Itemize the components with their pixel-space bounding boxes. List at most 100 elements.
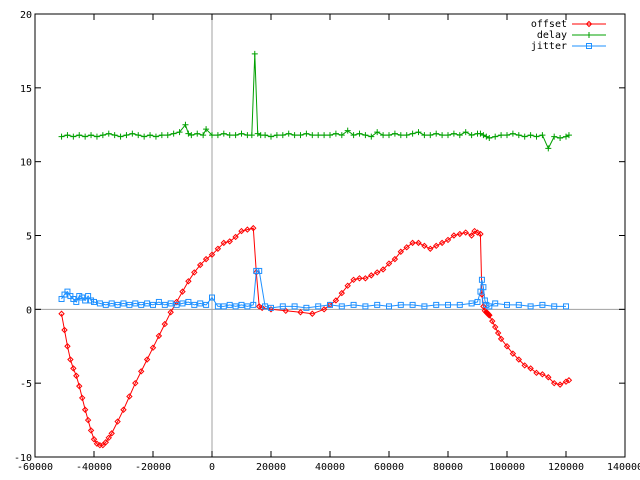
offset-point (338, 289, 346, 297)
offset-point (415, 239, 422, 247)
legend-label-delay: delay (537, 30, 567, 41)
delay-point (515, 132, 522, 139)
delay-point (344, 127, 351, 134)
series-line-offset (61, 227, 570, 446)
offset-point (486, 312, 493, 319)
jitter-point (150, 301, 156, 308)
axes: -60000 -40000 -20000 0 20000 40000 60000 80000 1… (14, 10, 640, 473)
delay-point (477, 130, 484, 137)
offset-point (185, 278, 192, 285)
offset-point (99, 441, 107, 449)
delay-point (427, 132, 434, 139)
offset-point (155, 332, 163, 340)
jitter-point (397, 301, 404, 308)
x-tick-label: 40000 (315, 462, 345, 473)
delay-point (220, 130, 227, 137)
offset-point (432, 242, 440, 250)
x-tick-label: 140000 (607, 462, 640, 473)
jitter-point (456, 301, 463, 308)
jitter-point (214, 303, 221, 310)
jitter-point (144, 300, 151, 307)
offset-point (356, 275, 363, 282)
delay-point (403, 132, 410, 139)
jitter-point (481, 297, 488, 304)
delay-point (557, 135, 564, 142)
delay-point (356, 130, 363, 137)
plot-frame (34, 13, 626, 458)
delay-point (545, 145, 552, 152)
delay-point (315, 132, 322, 139)
offset-point (220, 239, 228, 247)
delay-point (279, 132, 286, 139)
offset-point (450, 232, 458, 239)
jitter-point (238, 301, 245, 308)
delay-point (262, 132, 269, 139)
offset-point (226, 238, 233, 245)
delay-point (135, 132, 142, 139)
jitter-point (120, 300, 127, 307)
delay-point (338, 132, 345, 139)
jitter-point (155, 298, 162, 305)
delay-point (251, 50, 258, 57)
delay-point (117, 133, 124, 140)
y-tick-label: 10 (20, 158, 32, 169)
offset-point (368, 272, 375, 279)
x-tick-label: -60000 (17, 462, 53, 473)
y-tick-label: 5 (26, 232, 32, 243)
offset-point (397, 248, 405, 255)
delay-point (332, 130, 339, 137)
jitter-point (586, 43, 592, 49)
jitter-point (161, 301, 168, 308)
x-tick-label: 20000 (256, 462, 286, 473)
delay-point (445, 132, 451, 139)
delay-point (450, 130, 457, 137)
delay-point (273, 132, 280, 139)
delay-point (158, 132, 165, 139)
x-tick-label: 100000 (489, 462, 525, 473)
delay-point (152, 133, 159, 140)
offset-point (456, 230, 464, 238)
jitter-point (338, 303, 345, 310)
delay-point (565, 132, 572, 139)
offset-point (255, 303, 263, 310)
offset-point (208, 251, 216, 258)
offset-point (391, 255, 399, 263)
jitter-point (515, 301, 522, 308)
jitter-point (185, 298, 192, 305)
offset-point (250, 224, 257, 232)
jitter-point (197, 300, 204, 307)
delay-point (350, 132, 357, 139)
delay-point (527, 132, 534, 139)
delay-point (374, 129, 381, 136)
delay-point (409, 130, 416, 137)
delay-point (551, 133, 558, 140)
x-tick-label: -20000 (135, 462, 171, 473)
jitter-point (209, 294, 215, 301)
delay-point (182, 121, 189, 128)
jitter-point (191, 301, 198, 308)
offset-point (102, 439, 110, 446)
offset-point (267, 306, 275, 313)
delay-point (105, 130, 112, 137)
delay-point (563, 133, 569, 140)
offset-point (309, 310, 316, 317)
delay-point (123, 132, 130, 139)
offset-point (258, 304, 266, 312)
offset-point (93, 440, 101, 447)
offset-point (362, 275, 369, 282)
legend-label-jitter: jitter (531, 41, 567, 52)
offset-point (244, 226, 251, 233)
offset-point (385, 260, 393, 267)
offset-point (427, 245, 434, 252)
offset-point (67, 356, 74, 363)
delay-point (203, 126, 210, 133)
delay-point (509, 130, 516, 137)
series-line-jitter (61, 270, 566, 309)
offset-point (137, 368, 145, 375)
offset-point (509, 350, 517, 357)
y-tick-label: 15 (20, 84, 32, 95)
offset-point (585, 20, 593, 28)
jitter-point (486, 303, 493, 310)
offset-point (161, 320, 169, 328)
offset-point (550, 379, 558, 387)
